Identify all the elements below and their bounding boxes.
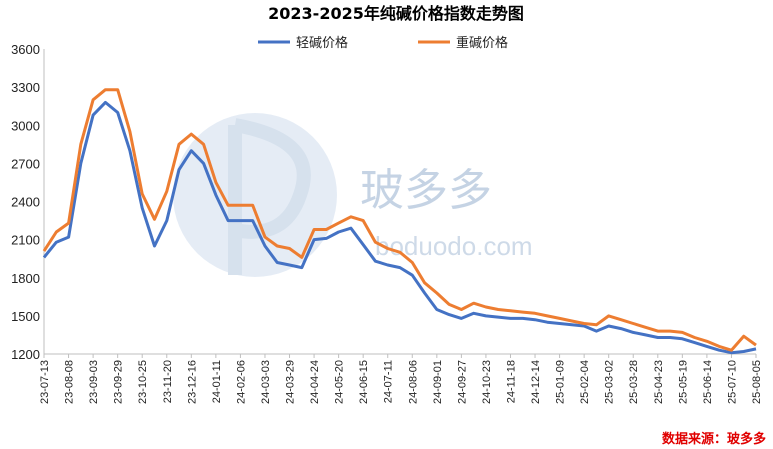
- legend-label-heavy: 重碱价格: [456, 35, 508, 51]
- x-tick-label: 23-11-20: [162, 360, 174, 403]
- watermark-en: boduodo.com: [375, 231, 533, 261]
- x-tick-label: 25-01-09: [555, 360, 567, 404]
- y-tick-label: 2400: [11, 195, 40, 210]
- x-tick-label: 23-09-03: [88, 360, 100, 404]
- x-tick-label: 24-03-29: [285, 360, 297, 404]
- y-tick-labels: 1200 1500 1800 2100 2400 2700 3000 3300 3600: [11, 42, 40, 362]
- x-tick-label: 24-03-03: [260, 360, 272, 404]
- x-tick-label: 24-09-01: [432, 360, 444, 404]
- x-tick-label: 25-04-23: [653, 360, 665, 404]
- x-tick-label: 25-06-14: [702, 360, 714, 404]
- y-tick-label: 2100: [11, 233, 40, 248]
- watermark: 玻多多 boduodo.com: [173, 113, 533, 277]
- x-tick-label: 24-08-06: [407, 360, 419, 404]
- y-tick-label: 1800: [11, 271, 40, 286]
- x-tick-label: 24-09-27: [456, 360, 468, 404]
- y-tick-label: 1200: [11, 347, 40, 362]
- x-tick-label: 25-03-28: [628, 360, 640, 404]
- x-tick-label: 25-08-05: [751, 360, 763, 404]
- series-line-heavy: [42, 88, 757, 352]
- x-tick-label: 23-08-08: [64, 360, 76, 404]
- series-line-light: [42, 100, 757, 355]
- x-tick-label: 24-12-14: [530, 360, 542, 404]
- y-tick-label: 3000: [11, 118, 40, 133]
- x-tick-label: 25-05-19: [677, 360, 689, 404]
- x-tick-label: 24-04-24: [309, 360, 321, 404]
- x-tick-label: 25-07-10: [726, 360, 738, 404]
- x-tick-label: 23-07-13: [39, 360, 51, 404]
- legend-label-light: 轻碱价格: [296, 35, 348, 51]
- chart-title: 2023-2025年纯碱价格指数走势图: [268, 4, 524, 23]
- x-tick-label: 23-10-25: [137, 360, 149, 404]
- x-tick-label: 25-02-04: [579, 360, 591, 404]
- y-tick-label: 3600: [11, 42, 40, 57]
- x-tick-labels: 23-07-13 23-08-08 23-09-03 23-09-29 23-10-25…: [39, 354, 763, 404]
- x-tick-label: 24-10-23: [481, 360, 493, 404]
- x-tick-label: 24-11-18: [505, 360, 517, 403]
- x-tick-label: 25-03-02: [604, 360, 616, 404]
- watermark-cn: 玻多多: [360, 165, 492, 216]
- x-tick-label: 23-12-16: [186, 360, 198, 404]
- data-source-label: 数据来源：玻多多: [662, 431, 766, 447]
- x-tick-label: 24-07-11: [383, 360, 395, 403]
- legend: 轻碱价格 重碱价格: [258, 35, 508, 51]
- series-lines: [42, 88, 757, 355]
- x-tick-label: 24-06-15: [358, 360, 370, 404]
- x-tick-label: 24-01-11: [211, 360, 223, 403]
- y-tick-label: 2700: [11, 156, 40, 171]
- x-tick-label: 24-02-06: [235, 360, 247, 404]
- y-tick-label: 1500: [11, 309, 40, 324]
- x-tick-label: 24-05-20: [334, 360, 346, 404]
- y-tick-label: 3300: [11, 80, 40, 95]
- x-tick-label: 23-09-29: [113, 360, 125, 404]
